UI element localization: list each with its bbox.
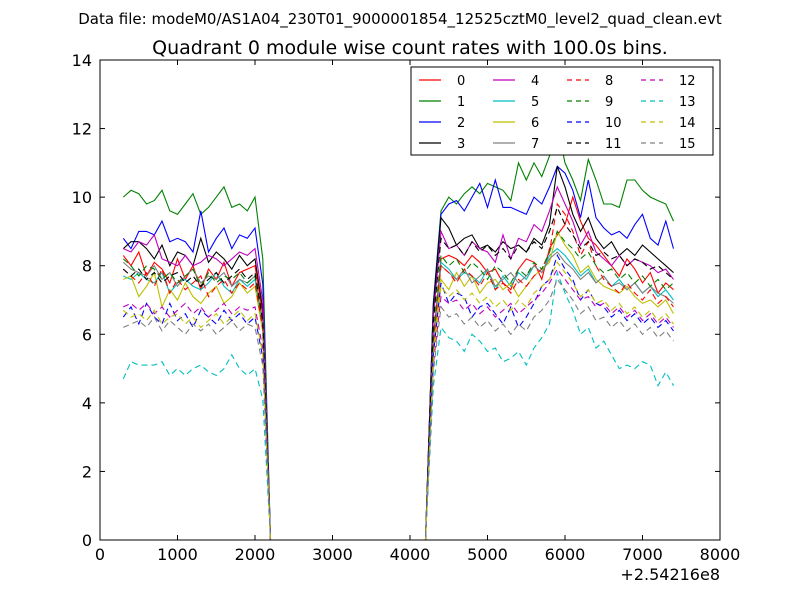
legend-label-14: 14: [679, 116, 696, 131]
legend-label-12: 12: [679, 74, 696, 89]
x-tick-label-1: 1000: [157, 545, 198, 564]
legend-label-0: 0: [457, 74, 465, 89]
legend-label-11: 11: [605, 137, 622, 152]
x-tick-label-7: 7000: [622, 545, 663, 564]
legend-label-8: 8: [605, 74, 613, 89]
legend-label-1: 1: [457, 95, 465, 110]
y-tick-label-3: 6: [82, 325, 92, 344]
legend-label-7: 7: [531, 137, 539, 152]
y-tick-label-4: 8: [82, 257, 92, 276]
series-line-13: [122, 270, 674, 541]
ticks-layer: 0 1000 2000 3000 4000 5000 6000 7000 80000246810…: [72, 51, 741, 564]
legend-box: [410, 66, 714, 156]
y-tick-label-7: 14: [72, 51, 92, 70]
legend-label-5: 5: [531, 95, 539, 110]
x-tick-label-6: 6000: [545, 545, 586, 564]
y-tick-label-0: 0: [82, 531, 92, 550]
legend-label-13: 13: [679, 95, 696, 110]
x-offset-label: +2.54216e8: [620, 565, 720, 584]
chart-title: Quadrant 0 module wise count rates with …: [152, 37, 668, 59]
legend-label-15: 15: [679, 137, 696, 152]
y-tick-label-6: 12: [72, 120, 92, 139]
suptitle: Data file: modeM0/AS1A04_230T01_90000018…: [78, 10, 722, 29]
series-line-15: [123, 278, 674, 541]
x-tick-label-2: 2000: [235, 545, 276, 564]
y-tick-label-2: 4: [82, 394, 92, 413]
legend-label-9: 9: [605, 95, 613, 110]
legend-label-10: 10: [605, 116, 622, 131]
legend-label-2: 2: [457, 116, 465, 131]
y-tick-label-1: 2: [82, 462, 92, 481]
x-tick-label-8: 8000: [700, 545, 741, 564]
x-tick-label-0: 0: [95, 545, 105, 564]
x-tick-label-4: 4000: [390, 545, 431, 564]
y-tick-label-5: 10: [72, 188, 92, 207]
legend-label-3: 3: [457, 137, 465, 152]
x-tick-label-3: 3000: [312, 545, 353, 564]
x-tick-label-5: 5000: [467, 545, 508, 564]
legend-label-6: 6: [531, 116, 539, 131]
legend-label-4: 4: [531, 74, 539, 89]
